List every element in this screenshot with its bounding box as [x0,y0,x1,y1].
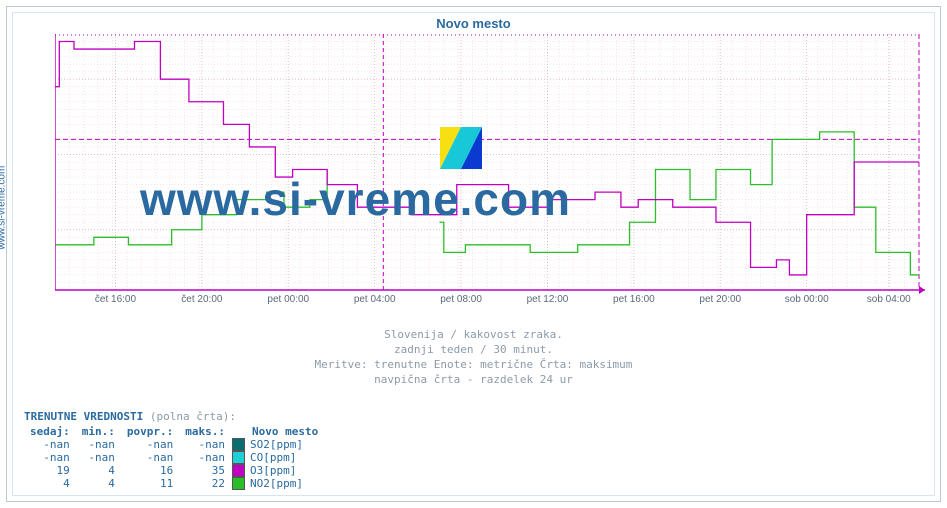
caption-line-2: zadnji teden / 30 minut. [0,343,947,358]
source-label-left: www.si-vreme.com [0,166,8,250]
legend-col-sedaj: sedaj: [24,425,76,438]
legend-swatch [231,438,246,451]
legend-col-maks: maks.: [179,425,231,438]
legend-cell-povpr: -nan [121,451,179,464]
legend-cell-sedaj: -nan [24,438,76,451]
legend-cell-min: 4 [76,464,121,477]
legend-series-name: NO2[ppm] [246,477,324,490]
legend-cell-min: 4 [76,477,121,490]
caption-line-4: navpična črta - razdelek 24 ur [0,373,947,388]
svg-text:pet 20:00: pet 20:00 [699,294,741,304]
legend-cell-maks: 35 [179,464,231,477]
svg-text:čet 20:00: čet 20:00 [181,294,223,304]
legend-series-name: CO[ppm] [246,451,324,464]
legend-cell-min: -nan [76,451,121,464]
svg-text:sob 00:00: sob 00:00 [785,294,829,304]
legend-series-name: O3[ppm] [246,464,324,477]
chart-caption: Slovenija / kakovost zraka. zadnji teden… [0,328,947,387]
chart-svg: 102030čet 16:00čet 20:00pet 00:00pet 04:… [55,34,927,304]
legend-swatch [231,451,246,464]
legend-col-site: Novo mesto [246,425,324,438]
caption-line-1: Slovenija / kakovost zraka. [0,328,947,343]
chart-area: 102030čet 16:00čet 20:00pet 00:00pet 04:… [55,34,927,304]
legend-col-povpr: povpr.: [121,425,179,438]
svg-text:sob 04:00: sob 04:00 [867,294,911,304]
legend-block: TRENUTNE VREDNOSTI (polna črta): sedaj: … [24,410,324,490]
legend-cell-maks: -nan [179,451,231,464]
legend-cell-maks: 22 [179,477,231,490]
chart-title: Novo mesto [0,16,947,31]
legend-swatch [231,477,246,490]
legend-header-row: sedaj: min.: povpr.: maks.: Novo mesto [24,425,324,438]
legend-cell-min: -nan [76,438,121,451]
legend-title: TRENUTNE VREDNOSTI (polna črta): [24,410,324,423]
watermark-logo-icon [440,127,482,169]
legend-row: -nan-nan-nan-nanCO[ppm] [24,451,324,464]
legend-cell-povpr: 16 [121,464,179,477]
legend-row: 1941635 O3[ppm] [24,464,324,477]
watermark-text: www.si-vreme.com [140,172,571,226]
legend-table: sedaj: min.: povpr.: maks.: Novo mesto -… [24,425,324,490]
svg-text:pet 08:00: pet 08:00 [440,294,482,304]
svg-text:pet 00:00: pet 00:00 [267,294,309,304]
legend-cell-povpr: -nan [121,438,179,451]
svg-text:pet 16:00: pet 16:00 [613,294,655,304]
svg-text:pet 04:00: pet 04:00 [354,294,396,304]
legend-swatch [231,464,246,477]
legend-cell-sedaj: 19 [24,464,76,477]
svg-text:čet 16:00: čet 16:00 [95,294,137,304]
legend-row: -nan-nan-nan-nanSO2[ppm] [24,438,324,451]
legend-col-swatch [231,425,246,438]
legend-cell-povpr: 11 [121,477,179,490]
legend-cell-maks: -nan [179,438,231,451]
svg-text:pet 12:00: pet 12:00 [527,294,569,304]
legend-cell-sedaj: -nan [24,451,76,464]
legend-title-main: TRENUTNE VREDNOSTI [24,410,143,423]
legend-col-min: min.: [76,425,121,438]
legend-row: 441122NO2[ppm] [24,477,324,490]
legend-title-suffix: (polna črta): [150,410,236,423]
caption-line-3: Meritve: trenutne Enote: metrične Črta: … [0,358,947,373]
legend-series-name: SO2[ppm] [246,438,324,451]
legend-cell-sedaj: 4 [24,477,76,490]
